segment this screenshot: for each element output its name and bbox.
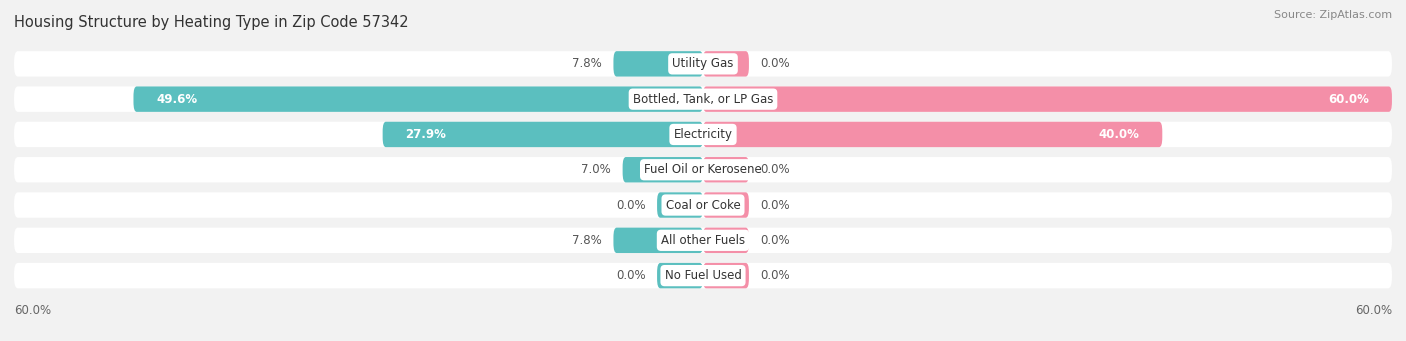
Text: Source: ZipAtlas.com: Source: ZipAtlas.com [1274, 10, 1392, 20]
FancyBboxPatch shape [657, 263, 703, 288]
FancyBboxPatch shape [703, 51, 749, 77]
Text: Coal or Coke: Coal or Coke [665, 198, 741, 211]
Text: 7.8%: 7.8% [572, 234, 602, 247]
FancyBboxPatch shape [14, 157, 1392, 182]
FancyBboxPatch shape [14, 51, 1392, 77]
FancyBboxPatch shape [703, 122, 1163, 147]
Text: All other Fuels: All other Fuels [661, 234, 745, 247]
Text: 7.0%: 7.0% [582, 163, 612, 176]
Text: 60.0%: 60.0% [14, 304, 51, 317]
FancyBboxPatch shape [134, 87, 703, 112]
FancyBboxPatch shape [703, 263, 749, 288]
Text: 0.0%: 0.0% [616, 269, 645, 282]
FancyBboxPatch shape [14, 263, 1392, 288]
Text: 0.0%: 0.0% [761, 163, 790, 176]
Text: Electricity: Electricity [673, 128, 733, 141]
Text: 0.0%: 0.0% [761, 198, 790, 211]
FancyBboxPatch shape [613, 51, 703, 77]
Text: 60.0%: 60.0% [1355, 304, 1392, 317]
FancyBboxPatch shape [657, 192, 703, 218]
Text: No Fuel Used: No Fuel Used [665, 269, 741, 282]
Text: Utility Gas: Utility Gas [672, 57, 734, 70]
FancyBboxPatch shape [14, 87, 1392, 112]
Text: 0.0%: 0.0% [616, 198, 645, 211]
Text: 0.0%: 0.0% [761, 234, 790, 247]
Text: Housing Structure by Heating Type in Zip Code 57342: Housing Structure by Heating Type in Zip… [14, 15, 409, 30]
FancyBboxPatch shape [703, 227, 749, 253]
FancyBboxPatch shape [14, 122, 1392, 147]
FancyBboxPatch shape [703, 87, 1392, 112]
FancyBboxPatch shape [703, 192, 749, 218]
FancyBboxPatch shape [382, 122, 703, 147]
FancyBboxPatch shape [703, 157, 749, 182]
FancyBboxPatch shape [14, 227, 1392, 253]
FancyBboxPatch shape [623, 157, 703, 182]
Text: 60.0%: 60.0% [1329, 93, 1369, 106]
Text: 7.8%: 7.8% [572, 57, 602, 70]
Text: Fuel Oil or Kerosene: Fuel Oil or Kerosene [644, 163, 762, 176]
Text: 0.0%: 0.0% [761, 269, 790, 282]
FancyBboxPatch shape [14, 192, 1392, 218]
Text: 0.0%: 0.0% [761, 57, 790, 70]
Text: 40.0%: 40.0% [1098, 128, 1139, 141]
Text: 27.9%: 27.9% [405, 128, 447, 141]
Text: 49.6%: 49.6% [156, 93, 198, 106]
Text: Bottled, Tank, or LP Gas: Bottled, Tank, or LP Gas [633, 93, 773, 106]
FancyBboxPatch shape [613, 227, 703, 253]
